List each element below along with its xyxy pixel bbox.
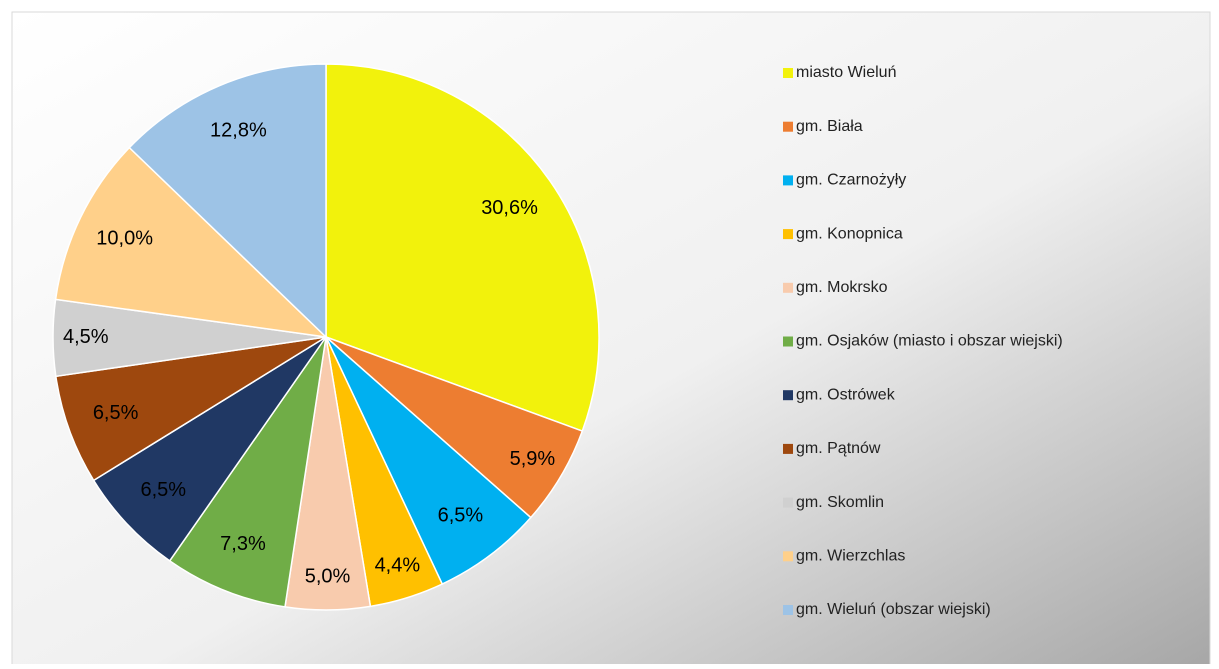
legend-swatch: [783, 121, 793, 132]
legend-swatch: [783, 229, 793, 240]
data-label: 10,0%: [96, 227, 153, 249]
legend-label: gm. Skomlin: [796, 494, 884, 511]
data-label: 6,5%: [438, 504, 484, 526]
legend-label: gm. Czarnożyły: [796, 172, 906, 189]
legend-swatch: [783, 551, 793, 562]
data-label: 30,6%: [481, 197, 538, 219]
data-label: 12,8%: [210, 119, 267, 141]
legend-label: gm. Konopnica: [796, 225, 903, 242]
data-label: 5,9%: [510, 448, 556, 470]
legend-swatch: [783, 390, 793, 401]
pie-slice: [128, 63, 327, 339]
data-label: 6,5%: [93, 402, 139, 424]
legend-swatch: [783, 443, 793, 454]
legend-label: gm. Biała: [796, 118, 863, 135]
legend-label: gm. Ostrówek: [796, 386, 896, 403]
pie-slice: [54, 336, 327, 482]
pie-slice: [325, 336, 532, 586]
legend-swatch: [783, 605, 793, 615]
data-label: 4,5%: [63, 326, 109, 348]
legend-label: gm. Mokrsko: [796, 279, 888, 296]
legend-swatch: [783, 68, 793, 78]
data-label: 5,0%: [305, 566, 351, 588]
data-label: 4,4%: [375, 555, 421, 577]
legend-label: miasto Wieluń: [796, 64, 896, 81]
legend-swatch: [783, 175, 793, 186]
legend-label: gm. Osjaków (miasto i obszar wiejski): [796, 333, 1063, 350]
pie-slice: [92, 336, 327, 562]
pie-slice: [168, 336, 327, 608]
legend-label: gm. Pątnów: [796, 440, 881, 457]
legend-swatch: [783, 336, 793, 347]
data-label: 6,5%: [140, 479, 186, 501]
legend-swatch: [783, 497, 793, 508]
legend-label: gm. Wieluń (obszar wiejski): [796, 601, 991, 618]
legend-swatch: [783, 282, 793, 293]
legend-label: gm. Wierzchlas: [796, 548, 905, 565]
pie-slice: [54, 146, 329, 339]
data-label: 7,3%: [220, 533, 266, 555]
pie-slice: [325, 63, 600, 433]
